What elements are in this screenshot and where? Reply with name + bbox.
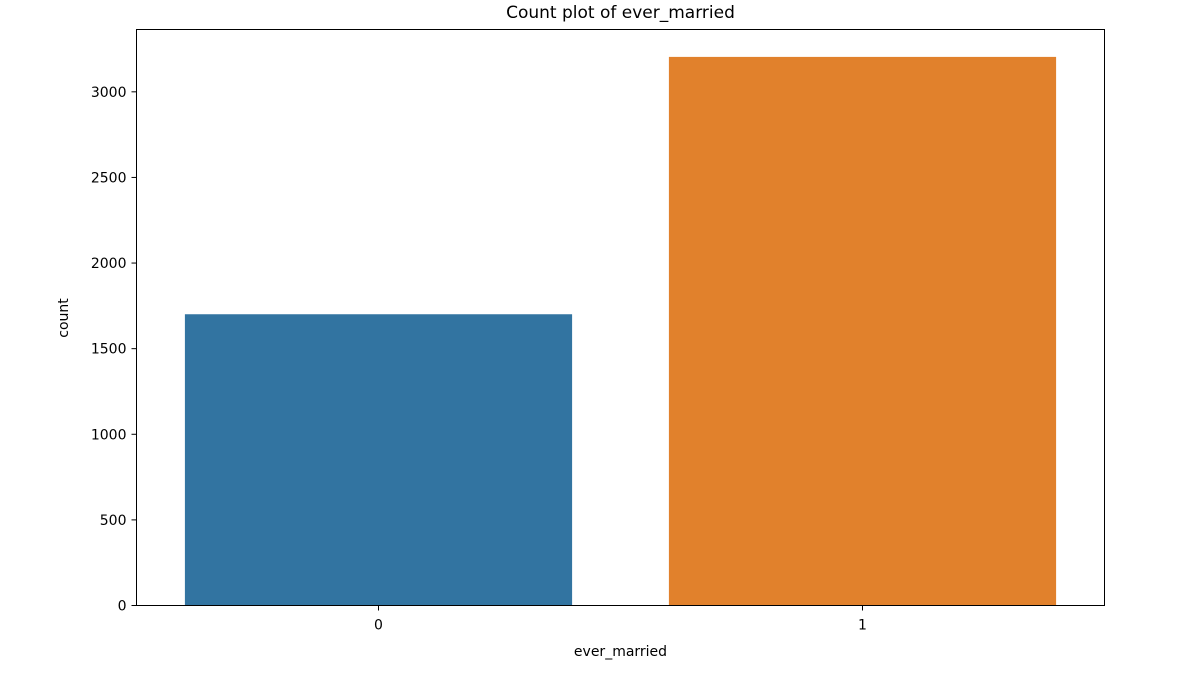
bar-0 [184, 314, 573, 606]
y-tick-label: 0 [118, 599, 127, 615]
x-axis-label: ever_married [574, 644, 667, 660]
bar-1 [668, 56, 1057, 606]
plot-frame [136, 29, 1105, 606]
y-axis-label: count [56, 298, 72, 338]
x-tick-label: 0 [374, 618, 383, 634]
bars [184, 56, 1057, 606]
x-tick-label: 1 [858, 618, 867, 634]
y-tick-label: 3000 [91, 85, 127, 101]
y-tick-label: 1000 [91, 427, 127, 443]
y-tick-label: 500 [100, 513, 127, 529]
chart-title: Count plot of ever_married [506, 3, 735, 23]
y-axis: 0 500 1000 1500 2000 2500 3000 [91, 85, 137, 615]
y-tick-label: 1500 [91, 342, 127, 358]
y-tick-label: 2000 [91, 256, 127, 272]
y-tick-label: 2500 [91, 170, 127, 186]
